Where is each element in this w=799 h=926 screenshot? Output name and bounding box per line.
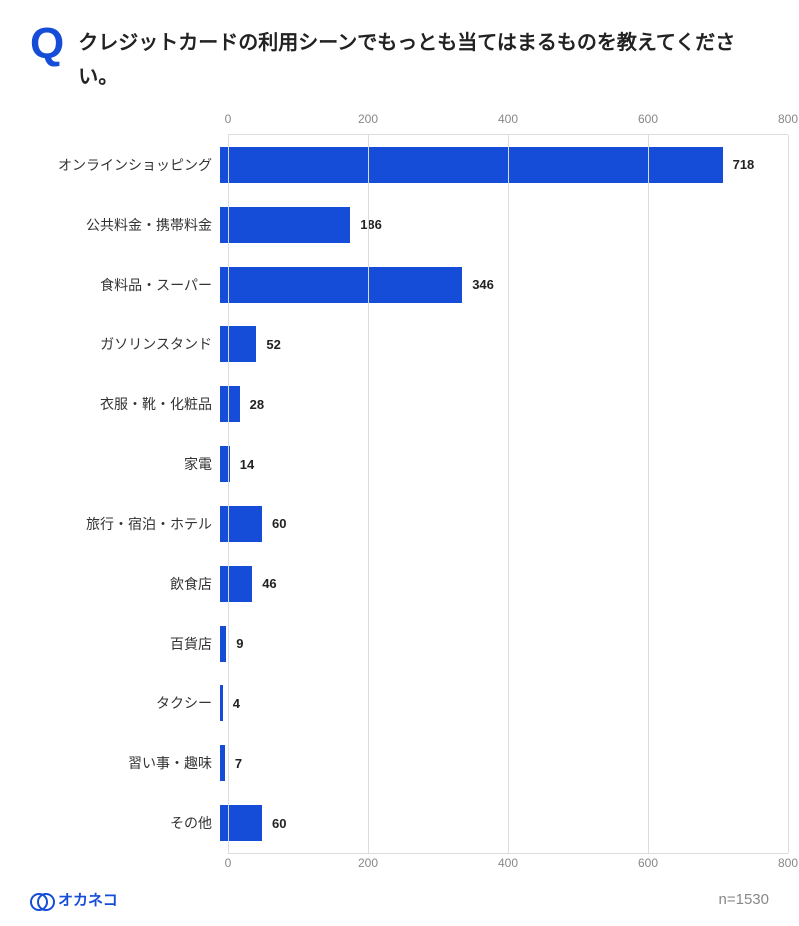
axis-tick: 800 [778, 112, 798, 126]
bar-row: ガソリンスタンド 52 [30, 314, 788, 374]
category-label: 食料品・スーパー [30, 275, 220, 295]
bar-row: 公共料金・携帯料金 186 [30, 195, 788, 255]
axis-tick: 400 [498, 112, 518, 126]
category-label: 百貨店 [30, 634, 220, 654]
bar-value: 60 [272, 516, 286, 531]
x-axis-top: 0200400600800 [228, 112, 788, 134]
gridline [648, 135, 649, 853]
category-label: 旅行・宿泊・ホテル [30, 514, 220, 534]
bar-value: 52 [266, 337, 280, 352]
bar-value: 46 [262, 576, 276, 591]
x-axis-bottom: 0200400600800 [228, 854, 788, 876]
bar-value: 718 [733, 157, 755, 172]
bar-zone: 52 [220, 314, 780, 374]
gridline [788, 135, 789, 853]
axis-tick: 200 [358, 112, 378, 126]
bar-zone: 7 [220, 733, 780, 793]
category-label: オンラインショッピング [30, 155, 220, 175]
bar-zone: 346 [220, 255, 780, 315]
chart-page: Q クレジットカードの利用シーンでもっとも当てはまるものを教えてください。 0 2… [0, 0, 799, 926]
brand-name: オカネコ [58, 889, 118, 910]
chart: 0200400600800 オンラインショッピング718公共料金・携帯料金186… [30, 112, 769, 876]
bar-value: 346 [472, 277, 494, 292]
category-label: その他 [30, 813, 220, 833]
bar [220, 745, 225, 781]
bar-value: 4 [233, 696, 240, 711]
category-label: 飲食店 [30, 574, 220, 594]
bar-row: オンラインショッピング 718 [30, 135, 788, 195]
bar [220, 566, 252, 602]
bar [220, 685, 223, 721]
bar-zone: 60 [220, 494, 780, 554]
bar-row: 旅行・宿泊・ホテル 60 [30, 494, 788, 554]
bar-zone: 4 [220, 673, 780, 733]
bar [220, 626, 226, 662]
bar-row: 習い事・趣味 7 [30, 733, 788, 793]
bar-row: 衣服・靴・化粧品 28 [30, 374, 788, 434]
bar-value: 186 [360, 217, 382, 232]
axis-tick: 600 [638, 856, 658, 870]
bar-zone: 9 [220, 614, 780, 674]
category-label: ガソリンスタンド [30, 334, 220, 354]
brand-rings-icon [30, 893, 52, 907]
gridline [228, 135, 229, 853]
bar-value: 14 [240, 457, 254, 472]
axis-tick: 400 [498, 856, 518, 870]
bar [220, 267, 462, 303]
q-icon: Q [30, 22, 64, 66]
bar-zone: 60 [220, 793, 780, 853]
footer: オカネコ n=1530 [30, 889, 769, 910]
plot-area: オンラインショッピング718公共料金・携帯料金186食料品・スーパー346ガソリ… [228, 134, 788, 854]
bar [220, 506, 262, 542]
bar-zone: 28 [220, 374, 780, 434]
bar-zone: 718 [220, 135, 780, 195]
bar-row: その他 60 [30, 793, 788, 853]
bar [220, 386, 240, 422]
bar-value: 7 [235, 756, 242, 771]
category-label: 家電 [30, 454, 220, 474]
axis-tick: 0 [225, 112, 232, 126]
bar [220, 326, 256, 362]
gridline [508, 135, 509, 853]
axis-tick: 600 [638, 112, 658, 126]
bar-value: 60 [272, 816, 286, 831]
category-label: タクシー [30, 693, 220, 713]
bar [220, 805, 262, 841]
category-label: 公共料金・携帯料金 [30, 215, 220, 235]
axis-tick: 800 [778, 856, 798, 870]
bar-row: 百貨店 9 [30, 614, 788, 674]
category-label: 衣服・靴・化粧品 [30, 394, 220, 414]
bar-value: 28 [250, 397, 264, 412]
header: Q クレジットカードの利用シーンでもっとも当てはまるものを教えてください。 [30, 22, 769, 94]
bar-zone: 46 [220, 554, 780, 614]
bar-zone: 186 [220, 195, 780, 255]
bar-row: 飲食店 46 [30, 554, 788, 614]
bar-value: 9 [236, 636, 243, 651]
bar-row: 食料品・スーパー 346 [30, 255, 788, 315]
category-label: 習い事・趣味 [30, 753, 220, 773]
axis-tick: 200 [358, 856, 378, 870]
sample-size: n=1530 [719, 891, 769, 908]
bar-row: 家電 14 [30, 434, 788, 494]
bar-row: タクシー 4 [30, 673, 788, 733]
brand-logo: オカネコ [30, 889, 118, 910]
bar [220, 207, 350, 243]
chart-title: クレジットカードの利用シーンでもっとも当てはまるものを教えてください。 [78, 22, 769, 94]
bar-zone: 14 [220, 434, 780, 494]
axis-tick: 0 [225, 856, 232, 870]
gridline [368, 135, 369, 853]
